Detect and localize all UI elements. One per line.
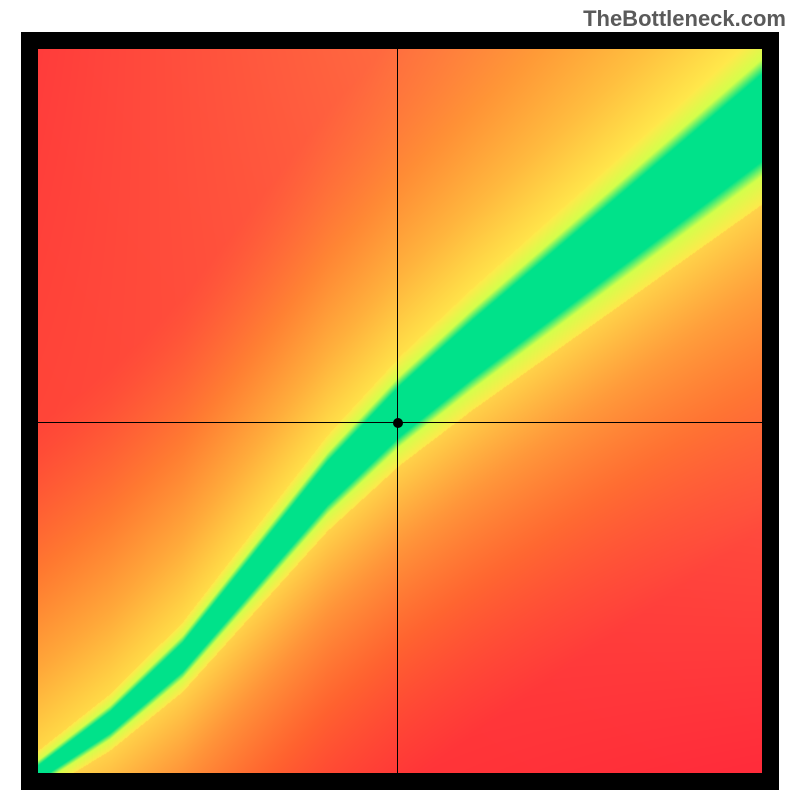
chart-container: TheBottleneck.com: [0, 0, 800, 800]
data-point: [393, 418, 403, 428]
watermark-text: TheBottleneck.com: [583, 6, 786, 32]
heatmap-canvas: [38, 49, 762, 773]
plot-area: [38, 49, 762, 773]
crosshair-vertical: [397, 49, 398, 773]
